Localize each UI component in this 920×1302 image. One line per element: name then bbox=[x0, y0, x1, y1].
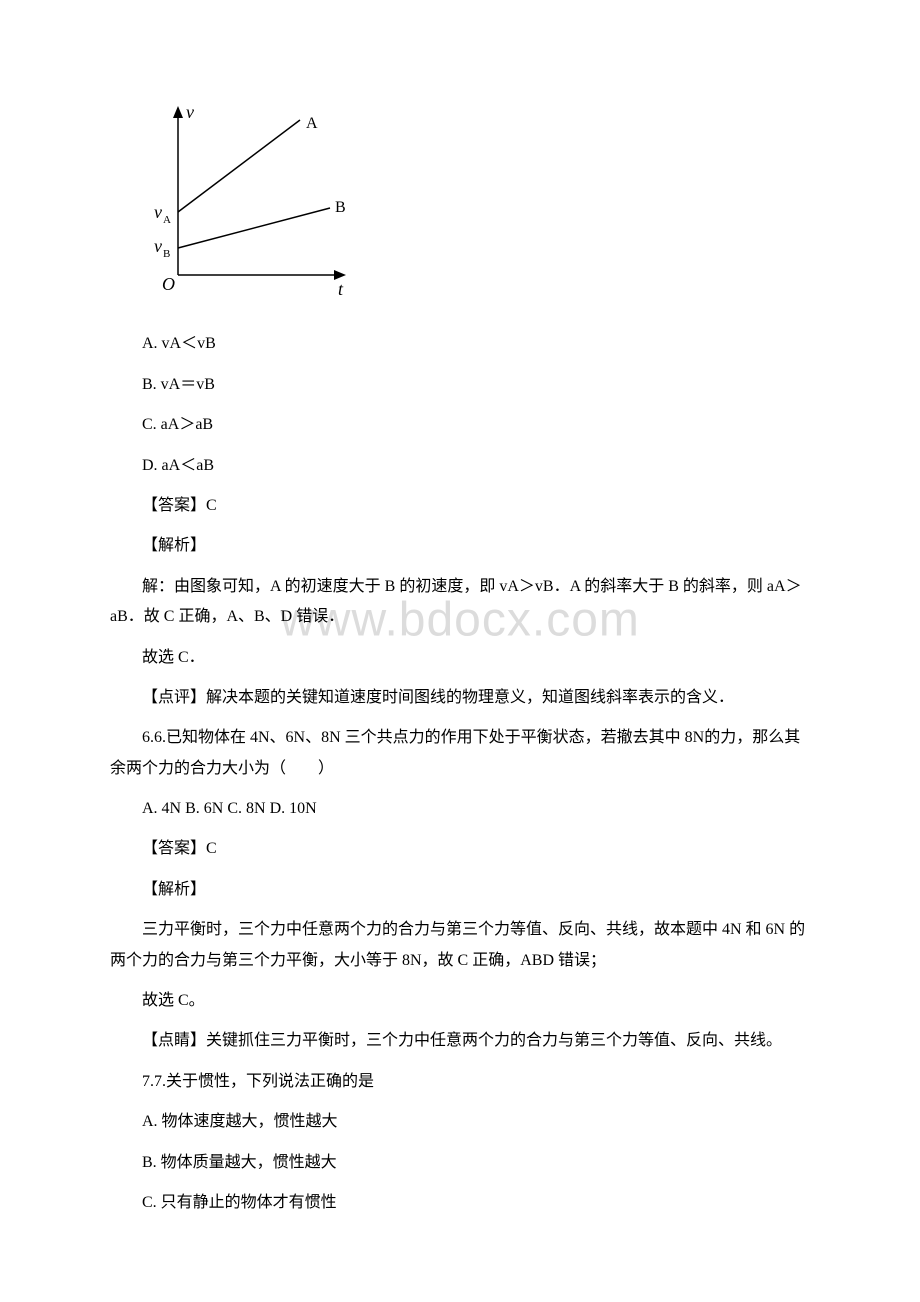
q5-comment: 【点评】解决本题的关键知道速度时间图线的物理意义，知道图线斜率表示的含义． bbox=[110, 683, 810, 713]
va-sub: A bbox=[163, 214, 171, 226]
q6-stem: 6.6.已知物体在 4N、6N、8N 三个共点力的作用下处于平衡状态，若撤去其中… bbox=[110, 723, 810, 784]
line-b-label: B bbox=[335, 199, 346, 216]
q5-answer: 【答案】C bbox=[110, 491, 810, 521]
q5-option-b: B. vA＝vB bbox=[110, 370, 810, 400]
document-body: v A B v A v B O t A. vA＜vB B. vA＝vB C. a… bbox=[110, 100, 810, 1218]
q5-explain-body: 解：由图象可知，A 的初速度大于 B 的初速度，即 vA＞vB．A 的斜率大于 … bbox=[110, 572, 810, 633]
q6-therefore: 故选 C。 bbox=[110, 986, 810, 1016]
vb-sub: B bbox=[163, 248, 170, 260]
q6-explain-label: 【解析】 bbox=[110, 875, 810, 905]
q6-comment: 【点睛】关键抓住三力平衡时，三个力中任意两个力的合力与第三个力等值、反向、共线。 bbox=[110, 1026, 810, 1056]
q6-answer: 【答案】C bbox=[110, 834, 810, 864]
va-label: v bbox=[154, 202, 162, 222]
q7-stem: 7.7.关于惯性，下列说法正确的是 bbox=[110, 1067, 810, 1097]
q7-option-a: A. 物体速度越大，惯性越大 bbox=[110, 1107, 810, 1137]
y-axis-label: v bbox=[186, 102, 194, 122]
line-a-label: A bbox=[306, 115, 318, 132]
vb-label: v bbox=[154, 236, 162, 256]
q7-option-b: B. 物体质量越大，惯性越大 bbox=[110, 1148, 810, 1178]
q5-option-c: C. aA＞aB bbox=[110, 410, 810, 440]
origin-label: O bbox=[162, 274, 175, 294]
q5-explain-label: 【解析】 bbox=[110, 531, 810, 561]
q5-option-d: D. aA＜aB bbox=[110, 451, 810, 481]
x-axis-label: t bbox=[338, 279, 344, 299]
q5-therefore: 故选 C． bbox=[110, 643, 810, 673]
q7-option-c: C. 只有静止的物体才有惯性 bbox=[110, 1188, 810, 1218]
velocity-time-graph: v A B v A v B O t bbox=[140, 100, 810, 311]
q6-explain-body: 三力平衡时，三个力中任意两个力的合力与第三个力等值、反向、共线，故本题中 4N … bbox=[110, 915, 810, 976]
q5-option-a: A. vA＜vB bbox=[110, 329, 810, 359]
q6-options: A. 4N B. 6N C. 8N D. 10N bbox=[110, 794, 810, 824]
